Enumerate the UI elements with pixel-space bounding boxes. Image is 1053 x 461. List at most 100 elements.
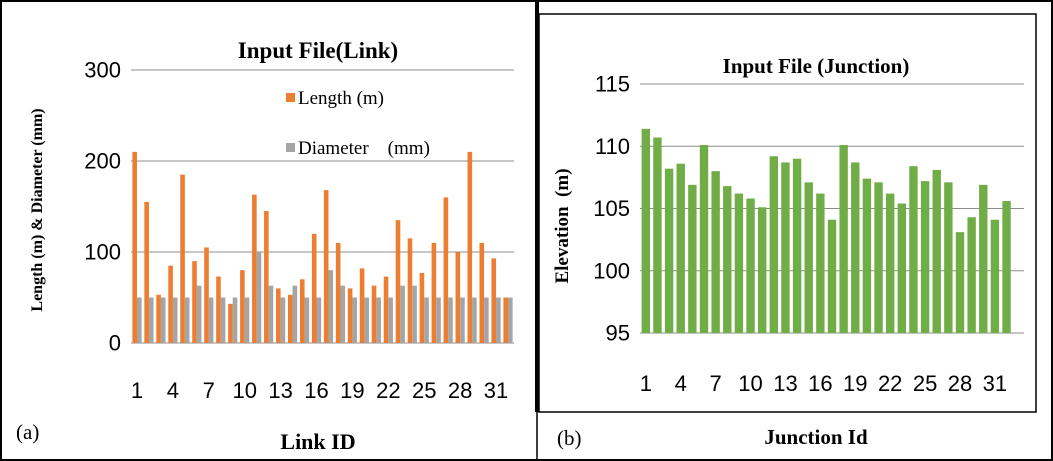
bar-19 — [851, 162, 860, 333]
x-tick-label: 10 — [232, 378, 256, 403]
bar-diameter-11 — [256, 252, 262, 343]
bar-length-24 — [407, 238, 413, 343]
y-axis-label: Elevation (m) — [552, 168, 573, 283]
panel-tag: (b) — [557, 426, 582, 450]
bar-length-20 — [359, 268, 365, 343]
bar-16 — [816, 193, 825, 333]
x-tick-label: 19 — [340, 378, 364, 403]
panel-a-link-chart: 0 100 200 300 1 4 7 10 13 16 19 22 25 28 31 Input Fil… — [16, 38, 514, 454]
bar-length-16 — [311, 233, 317, 343]
x-tick-label: 28 — [448, 378, 472, 403]
x-tick-label: 16 — [808, 371, 832, 396]
bar-length-23 — [395, 220, 401, 343]
bar-length-12 — [264, 211, 269, 343]
bar-length-9 — [228, 303, 233, 343]
bar-length-30 — [479, 242, 485, 343]
y-tick-label: 105 — [593, 196, 630, 221]
bar-diameter-17 — [328, 270, 334, 343]
y-axis-label: Length (m) & Diameter (mm) — [29, 108, 46, 311]
bar-10 — [746, 198, 755, 333]
y-tick-label: 110 — [595, 134, 630, 159]
bar-21 — [874, 182, 883, 333]
bar-length-4 — [168, 265, 173, 343]
bar-length-22 — [383, 276, 389, 343]
panel-b-junction-chart: 95 100 105 110 115 1 4 7 10 13 16 19 22 25 28 31 Input… — [552, 54, 1024, 450]
bar-diameter-10 — [244, 297, 250, 343]
bar-diameter-9 — [232, 297, 238, 343]
bar-length-18 — [335, 242, 341, 343]
bar-5 — [688, 184, 697, 333]
x-tick-label: 13 — [268, 378, 292, 403]
bar-diameter-4 — [172, 297, 178, 343]
legend-swatch-diameter — [286, 143, 295, 152]
x-tick-label: 31 — [484, 378, 508, 403]
bar-14 — [792, 158, 802, 333]
bar-diameter-24 — [412, 285, 417, 343]
bar-diameter-6 — [196, 285, 202, 343]
chart-title: Input File(Link) — [238, 38, 398, 63]
bar-26 — [932, 169, 941, 333]
y-tick-label: 100 — [593, 258, 630, 283]
bar-6 — [699, 145, 709, 333]
bar-32 — [1002, 201, 1011, 333]
x-tick-label: 4 — [675, 371, 687, 396]
bar-31 — [990, 219, 1000, 333]
bar-18 — [839, 145, 848, 333]
bar-diameter-3 — [160, 297, 166, 343]
bar-length-2 — [144, 201, 149, 343]
x-tick-label: 28 — [948, 371, 972, 396]
bar-30 — [979, 184, 988, 333]
x-tick-label: 25 — [913, 371, 937, 396]
x-tick-labels: 1 4 7 10 13 16 19 22 25 28 31 — [131, 378, 508, 403]
y-tick-label: 100 — [84, 240, 121, 265]
bar-length-25 — [419, 272, 425, 343]
bar-length-8 — [216, 276, 221, 343]
bar-3 — [664, 168, 674, 333]
bar-diameter-32 — [508, 297, 513, 343]
bar-23 — [897, 203, 907, 333]
bar-diameter-23 — [400, 285, 405, 343]
bar-diameter-2 — [148, 297, 154, 343]
y-tick-label: 200 — [84, 149, 121, 174]
bar-20 — [862, 178, 872, 333]
bar-length-29 — [467, 151, 473, 343]
bar-length-6 — [192, 261, 197, 343]
bars-layer — [132, 151, 513, 343]
y-tick-label: 0 — [109, 331, 121, 356]
bar-length-21 — [371, 285, 377, 343]
bar-length-31 — [491, 258, 497, 343]
bar-diameter-26 — [436, 297, 441, 343]
bar-length-28 — [455, 252, 461, 343]
panel-b-frame — [538, 13, 1037, 413]
legend-label-diameter: Diameter (mm) — [298, 138, 430, 159]
x-tick-label: 1 — [131, 378, 143, 403]
bar-length-10 — [240, 270, 245, 343]
bar-diameter-29 — [472, 297, 477, 343]
bar-15 — [804, 182, 813, 333]
bar-length-27 — [443, 197, 449, 343]
bar-diameter-14 — [292, 285, 298, 343]
x-tick-label: 16 — [304, 378, 328, 403]
y-tick-labels: 95 100 105 110 115 — [593, 72, 630, 346]
x-tick-label: 22 — [878, 371, 902, 396]
bar-12 — [769, 156, 779, 333]
bar-28 — [955, 232, 965, 333]
bar-17 — [827, 219, 837, 333]
x-axis-label: Junction Id — [764, 425, 868, 449]
bar-diameter-19 — [352, 297, 358, 343]
bar-2 — [653, 137, 662, 333]
bar-27 — [944, 182, 953, 333]
bar-length-7 — [204, 247, 209, 343]
x-tick-label: 31 — [983, 371, 1007, 396]
bar-length-1 — [132, 151, 137, 343]
bar-length-5 — [180, 174, 185, 343]
bar-diameter-21 — [376, 297, 381, 343]
bar-length-14 — [287, 294, 293, 343]
y-tick-label: 95 — [606, 321, 630, 346]
bar-diameter-1 — [136, 297, 142, 343]
bar-diameter-22 — [388, 297, 393, 343]
bar-4 — [676, 163, 685, 333]
panel-tag: (a) — [16, 420, 39, 444]
x-tick-label: 25 — [412, 378, 436, 403]
